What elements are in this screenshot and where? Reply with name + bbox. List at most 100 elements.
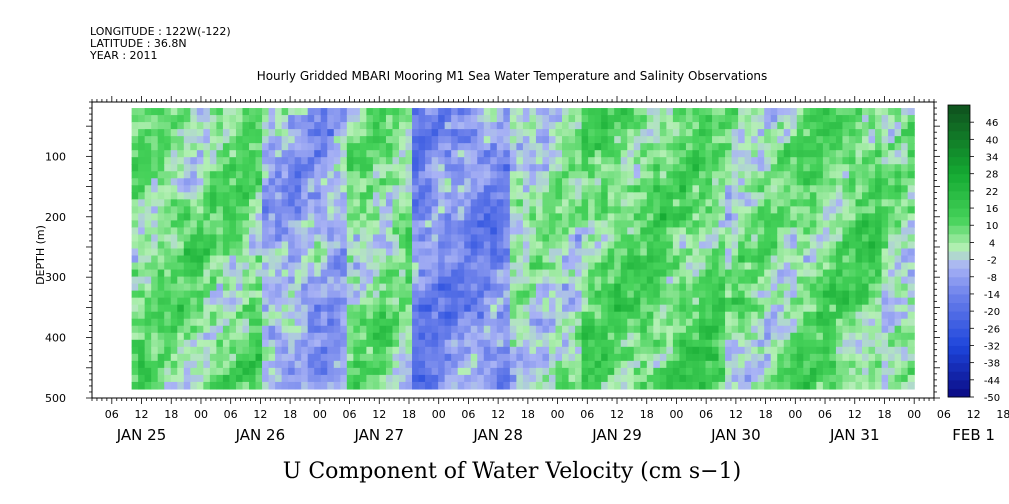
- heatmap-cell: [301, 255, 309, 264]
- heatmap-cell: [522, 115, 531, 123]
- heatmap-cell: [340, 129, 348, 137]
- heatmap-cell: [340, 311, 348, 320]
- heatmap-cell: [731, 255, 739, 264]
- heatmap-cell: [562, 325, 570, 334]
- heatmap-cell: [620, 339, 628, 348]
- heatmap-cell: [848, 304, 857, 313]
- heatmap-cell: [679, 325, 687, 334]
- heatmap-cell: [451, 311, 459, 320]
- heatmap-cell: [888, 108, 896, 116]
- heatmap-cell: [562, 283, 570, 292]
- heatmap-cell: [177, 157, 185, 165]
- heatmap-cell: [235, 311, 244, 320]
- heatmap-cell: [216, 374, 224, 383]
- heatmap-cell: [607, 178, 615, 186]
- heatmap-cell: [249, 136, 257, 144]
- heatmap-cell: [405, 276, 413, 285]
- heatmap-cell: [653, 171, 661, 179]
- heatmap-cell: [796, 150, 804, 158]
- heatmap-cell: [672, 220, 681, 229]
- heatmap-cell: [744, 115, 752, 123]
- heatmap-cell: [568, 192, 576, 200]
- heatmap-cell: [685, 122, 694, 130]
- heatmap-cell: [196, 108, 204, 116]
- heatmap-cell: [190, 332, 198, 341]
- heatmap-cell: [190, 353, 198, 362]
- heatmap-cell: [301, 227, 309, 236]
- heatmap-cell: [281, 220, 289, 229]
- heatmap-cell: [333, 241, 341, 250]
- heatmap-cell: [209, 129, 217, 137]
- heatmap-cell: [875, 325, 883, 334]
- heatmap-cell: [822, 269, 831, 278]
- heatmap-cell: [509, 297, 517, 306]
- heatmap-cell: [712, 136, 720, 144]
- heatmap-cell: [496, 213, 504, 221]
- heatmap-cell: [288, 297, 296, 306]
- heatmap-cell: [451, 255, 459, 264]
- heatmap-cell: [888, 297, 896, 306]
- heatmap-cell: [314, 283, 322, 292]
- heatmap-cell: [627, 150, 635, 158]
- heatmap-cell: [516, 206, 524, 214]
- heatmap-cell: [581, 339, 589, 348]
- heatmap-cell: [757, 248, 765, 257]
- heatmap-cell: [588, 122, 596, 130]
- heatmap-cell: [346, 143, 354, 151]
- heatmap-cell: [751, 374, 759, 383]
- heatmap-cell: [262, 136, 270, 144]
- heatmap-cell: [809, 241, 817, 250]
- heatmap-cell: [503, 129, 511, 137]
- heatmap-cell: [294, 199, 302, 207]
- heatmap-cell: [196, 360, 204, 369]
- heatmap-cell: [431, 290, 439, 299]
- heatmap-cell: [346, 192, 354, 200]
- heatmap-cell: [372, 283, 381, 292]
- heatmap-cell: [614, 339, 622, 348]
- heatmap-cell: [405, 129, 413, 137]
- heatmap-cell: [718, 115, 726, 123]
- heatmap-cell: [457, 136, 465, 144]
- heatmap-cell: [666, 136, 674, 144]
- heatmap-cell: [698, 185, 707, 193]
- heatmap-cell: [751, 381, 759, 390]
- heatmap-cell: [222, 206, 231, 214]
- heatmap-cell: [568, 374, 576, 383]
- heatmap-cell: [862, 248, 870, 257]
- heatmap-cell: [425, 164, 433, 172]
- heatmap-cell: [777, 122, 785, 130]
- heatmap-cell: [881, 325, 889, 334]
- heatmap-cell: [712, 346, 720, 355]
- heatmap-cell: [464, 143, 472, 151]
- heatmap-cell: [353, 290, 361, 299]
- heatmap-cell: [451, 171, 459, 179]
- heatmap-cell: [138, 248, 146, 257]
- heatmap-cell: [542, 311, 550, 320]
- heatmap-cell: [190, 164, 198, 172]
- heatmap-cell: [829, 325, 837, 334]
- heatmap-cell: [392, 346, 400, 355]
- heatmap-cell: [249, 206, 257, 214]
- heatmap-cell: [607, 332, 615, 341]
- heatmap-cell: [444, 115, 452, 123]
- heatmap-cell: [425, 213, 433, 221]
- heatmap-cell: [875, 115, 883, 123]
- heatmap-cell: [640, 374, 648, 383]
- heatmap-cell: [203, 311, 211, 320]
- heatmap-cell: [451, 157, 459, 165]
- heatmap-cell: [718, 234, 726, 243]
- heatmap-cell: [490, 150, 498, 158]
- heatmap-cell: [477, 248, 485, 257]
- heatmap-cell: [490, 290, 498, 299]
- heatmap-cell: [770, 325, 778, 334]
- heatmap-cell: [418, 276, 426, 285]
- heatmap-cell: [783, 234, 791, 243]
- heatmap-cell: [705, 367, 713, 376]
- heatmap-cell: [907, 234, 915, 243]
- heatmap-cell: [627, 241, 635, 250]
- heatmap-cell: [522, 157, 531, 165]
- heatmap-cell: [855, 178, 863, 186]
- heatmap-cell: [281, 199, 289, 207]
- heatmap-cell: [633, 213, 641, 221]
- heatmap-cell: [242, 234, 250, 243]
